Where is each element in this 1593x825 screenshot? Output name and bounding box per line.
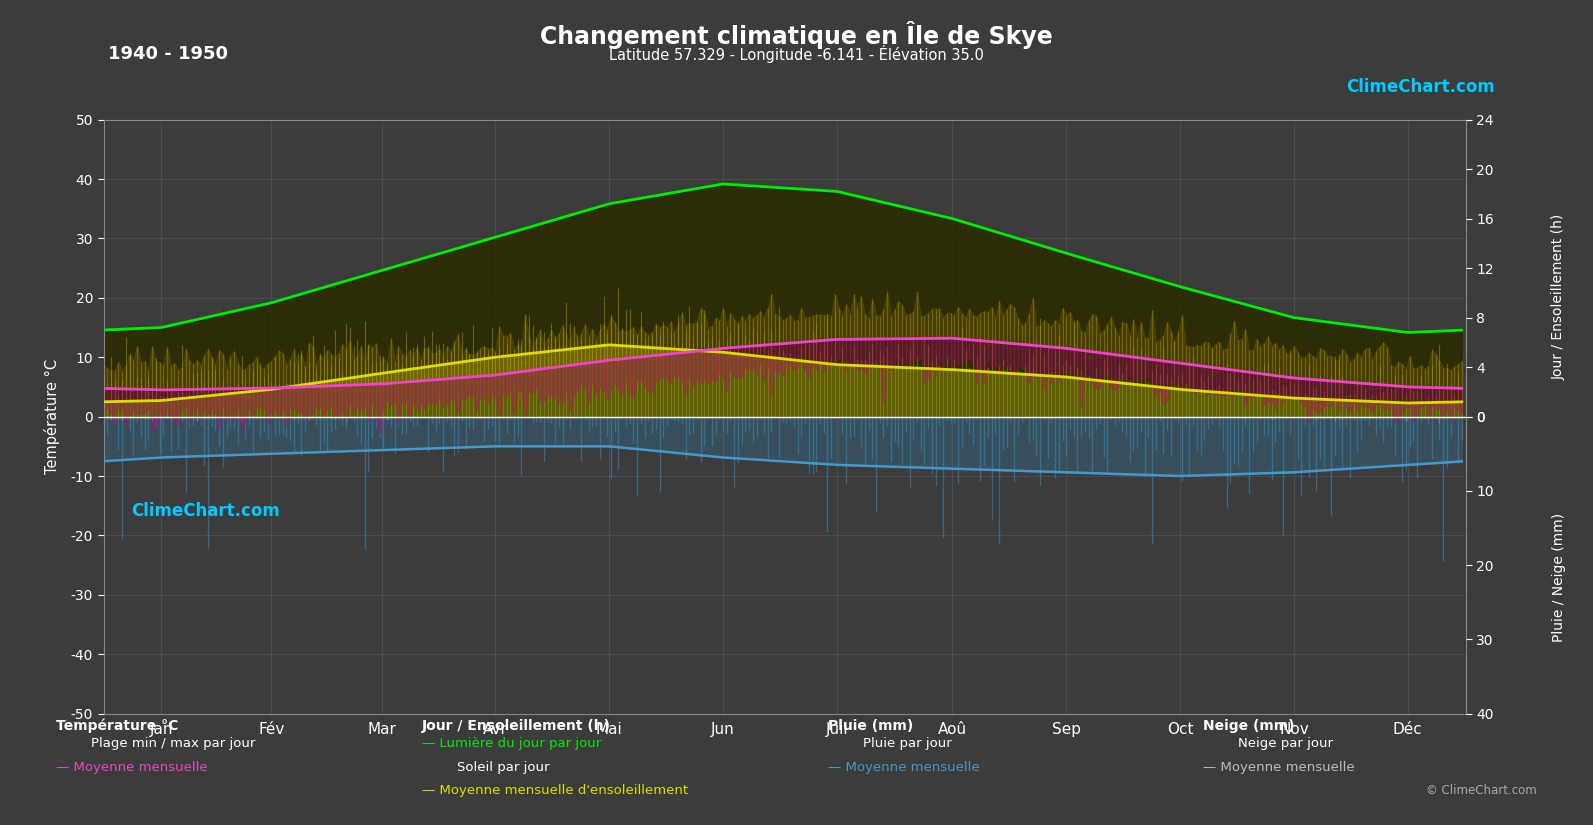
Text: Pluie (mm): Pluie (mm) [828, 719, 914, 733]
Text: — Moyenne mensuelle: — Moyenne mensuelle [56, 761, 207, 775]
Y-axis label: Température °C: Température °C [43, 359, 59, 474]
Text: Soleil par jour: Soleil par jour [457, 761, 550, 775]
Text: Latitude 57.329 - Longitude -6.141 - Élévation 35.0: Latitude 57.329 - Longitude -6.141 - Élé… [609, 45, 984, 64]
Text: Pluie par jour: Pluie par jour [863, 737, 953, 750]
Text: ClimeChart.com: ClimeChart.com [131, 502, 279, 521]
Text: Pluie / Neige (mm): Pluie / Neige (mm) [1552, 513, 1566, 642]
Text: — Moyenne mensuelle: — Moyenne mensuelle [1203, 761, 1354, 775]
Text: ClimeChart.com: ClimeChart.com [1346, 78, 1494, 96]
Text: Plage min / max par jour: Plage min / max par jour [91, 737, 255, 750]
Text: — Moyenne mensuelle d'ensoleillement: — Moyenne mensuelle d'ensoleillement [422, 784, 688, 797]
Text: Changement climatique en Île de Skye: Changement climatique en Île de Skye [540, 21, 1053, 49]
Text: 1940 - 1950: 1940 - 1950 [108, 45, 228, 64]
Text: Neige par jour: Neige par jour [1238, 737, 1333, 750]
Text: — Lumière du jour par jour: — Lumière du jour par jour [422, 737, 602, 750]
Text: Jour / Ensoleillement (h): Jour / Ensoleillement (h) [422, 719, 612, 733]
Text: — Moyenne mensuelle: — Moyenne mensuelle [828, 761, 980, 775]
Text: Température °C: Température °C [56, 719, 178, 733]
Text: Neige (mm): Neige (mm) [1203, 719, 1294, 733]
Text: Jour / Ensoleillement (h): Jour / Ensoleillement (h) [1552, 214, 1566, 380]
Text: © ClimeChart.com: © ClimeChart.com [1426, 784, 1537, 797]
